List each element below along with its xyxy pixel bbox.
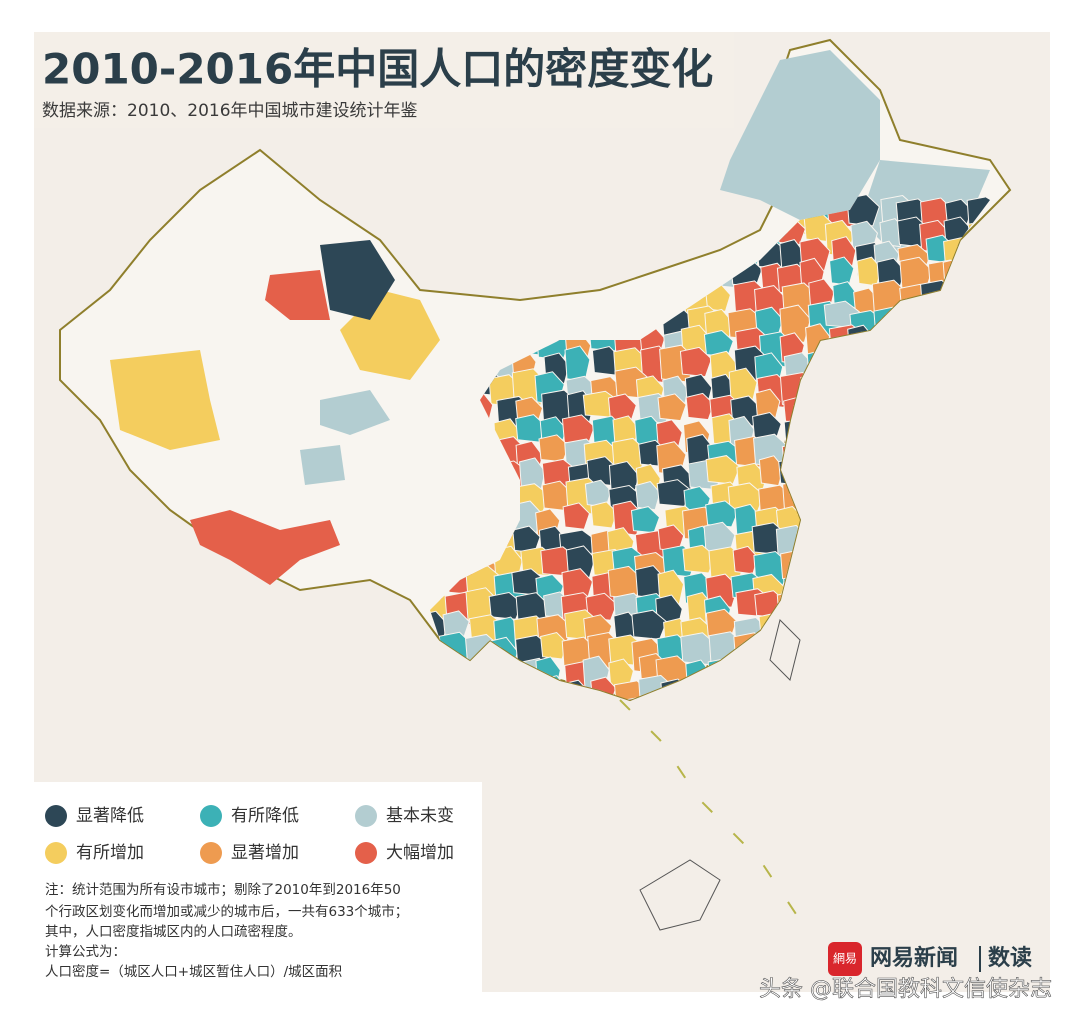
- logo-badge-bg: [828, 942, 862, 976]
- prefecture: [635, 480, 661, 511]
- region-light: [320, 390, 390, 435]
- legend-swatch: [355, 805, 377, 827]
- note-line: 个行政区划变化而增加或减少的城市后，一共有633个城市；: [45, 903, 408, 920]
- prefecture: [631, 609, 668, 640]
- prefecture: [705, 455, 741, 485]
- legend-swatch: [355, 842, 377, 864]
- region-red: [190, 510, 340, 585]
- prefecture: [442, 610, 470, 638]
- prefecture: [584, 479, 612, 508]
- title: 2010-2016年中国人口的密度变化: [42, 45, 713, 94]
- title-bg: [34, 32, 734, 128]
- prefecture: [561, 414, 595, 446]
- region-red: [265, 270, 330, 320]
- prefecture: [679, 346, 713, 378]
- logo-section: 数读: [988, 945, 1032, 971]
- island: [769, 619, 801, 681]
- prefecture: [846, 194, 880, 227]
- legend-label: 显著降低: [76, 806, 144, 826]
- legend-label: 有所增加: [76, 843, 144, 863]
- legend-label: 基本未变: [386, 806, 454, 826]
- region-dark: [320, 240, 395, 320]
- note-line: 注：统计范围为所有设市城市；剔除了2010年到2016年50: [45, 881, 401, 898]
- logo-name: 网易新闻: [870, 945, 958, 971]
- note-line: 计算公式为：: [45, 944, 126, 960]
- island: [639, 859, 721, 931]
- region-light: [300, 445, 345, 485]
- legend-swatch: [45, 805, 67, 827]
- legend-label: 有所降低: [231, 806, 299, 826]
- legend-swatch: [45, 842, 67, 864]
- legend-label: 显著增加: [231, 843, 299, 863]
- note-line: 人口密度=（城区人口+城区暂住人口）/城区面积: [45, 963, 342, 980]
- subtitle: 数据来源：2010、2016年中国城市建设统计年鉴: [42, 101, 418, 121]
- prefecture: [703, 329, 734, 358]
- prefecture: [829, 256, 855, 286]
- logo-badge: 網易: [833, 952, 857, 966]
- prefecture: [562, 502, 591, 530]
- region-light: [720, 50, 880, 220]
- prefecture: [657, 524, 685, 552]
- prefecture: [705, 500, 739, 528]
- prefecture: [564, 345, 591, 383]
- legend-swatch: [200, 805, 222, 827]
- note-line: 其中，人口密度指城区内的人口疏密程度。: [45, 923, 302, 940]
- prefecture: [630, 506, 661, 534]
- prefecture: [754, 388, 781, 421]
- region-yellow: [110, 350, 220, 450]
- prefecture: [705, 608, 738, 640]
- legend-box: [34, 782, 482, 992]
- legend-swatch: [200, 842, 222, 864]
- prefecture: [512, 525, 541, 554]
- prefecture: [614, 697, 653, 700]
- prefecture: [657, 393, 687, 422]
- prefecture: [899, 256, 933, 293]
- legend-label: 大幅增加: [386, 843, 454, 863]
- watermark: 头条 @联合国教科文信使杂志: [759, 977, 1052, 1002]
